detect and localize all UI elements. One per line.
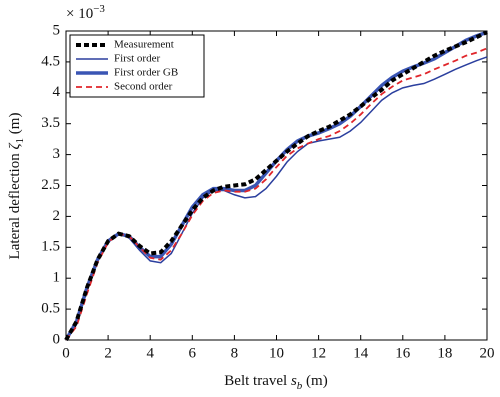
x-tick-label: 18 [437, 345, 452, 361]
y-axis-label: Lateral deflection ζ1 (m) [7, 113, 25, 260]
y-tick-label: 3.5 [41, 115, 60, 131]
y-tick-label: 3 [53, 146, 61, 162]
y-tick-label: 2.5 [41, 177, 60, 193]
x-tick-label: 16 [395, 345, 411, 361]
legend-label: Measurement [114, 39, 174, 51]
series-line [65, 47, 488, 341]
series-line [64, 30, 488, 341]
x-tick-label: 8 [231, 345, 239, 361]
x-tick-label: 4 [146, 345, 154, 361]
x-tick-label: 20 [480, 345, 495, 361]
legend-label: First order GB [114, 67, 178, 79]
x-tick-label: 0 [62, 345, 70, 361]
x-axis-label: Belt travel sb (m) [224, 373, 327, 391]
x-tick-label: 14 [353, 345, 369, 361]
y-tick-label: 5 [53, 22, 61, 38]
y-tick-label: 4 [53, 84, 61, 100]
legend-label: First order [114, 53, 160, 65]
x-tick-label: 6 [189, 345, 197, 361]
y-tick-label: 1 [53, 270, 61, 286]
y-tick-label: 0.5 [41, 301, 60, 317]
y-tick-label: 2 [53, 208, 61, 224]
y-tick-label: 1.5 [41, 239, 60, 255]
legend-label: Second order [114, 81, 173, 93]
x-tick-label: 12 [311, 345, 326, 361]
y-tick-label: 4.5 [41, 53, 60, 69]
y-tick-label: 0 [53, 331, 61, 347]
y-multiplier: × 10−3 [66, 3, 105, 23]
x-tick-label: 2 [104, 345, 112, 361]
series-line [65, 56, 488, 341]
x-tick-label: 10 [269, 345, 284, 361]
